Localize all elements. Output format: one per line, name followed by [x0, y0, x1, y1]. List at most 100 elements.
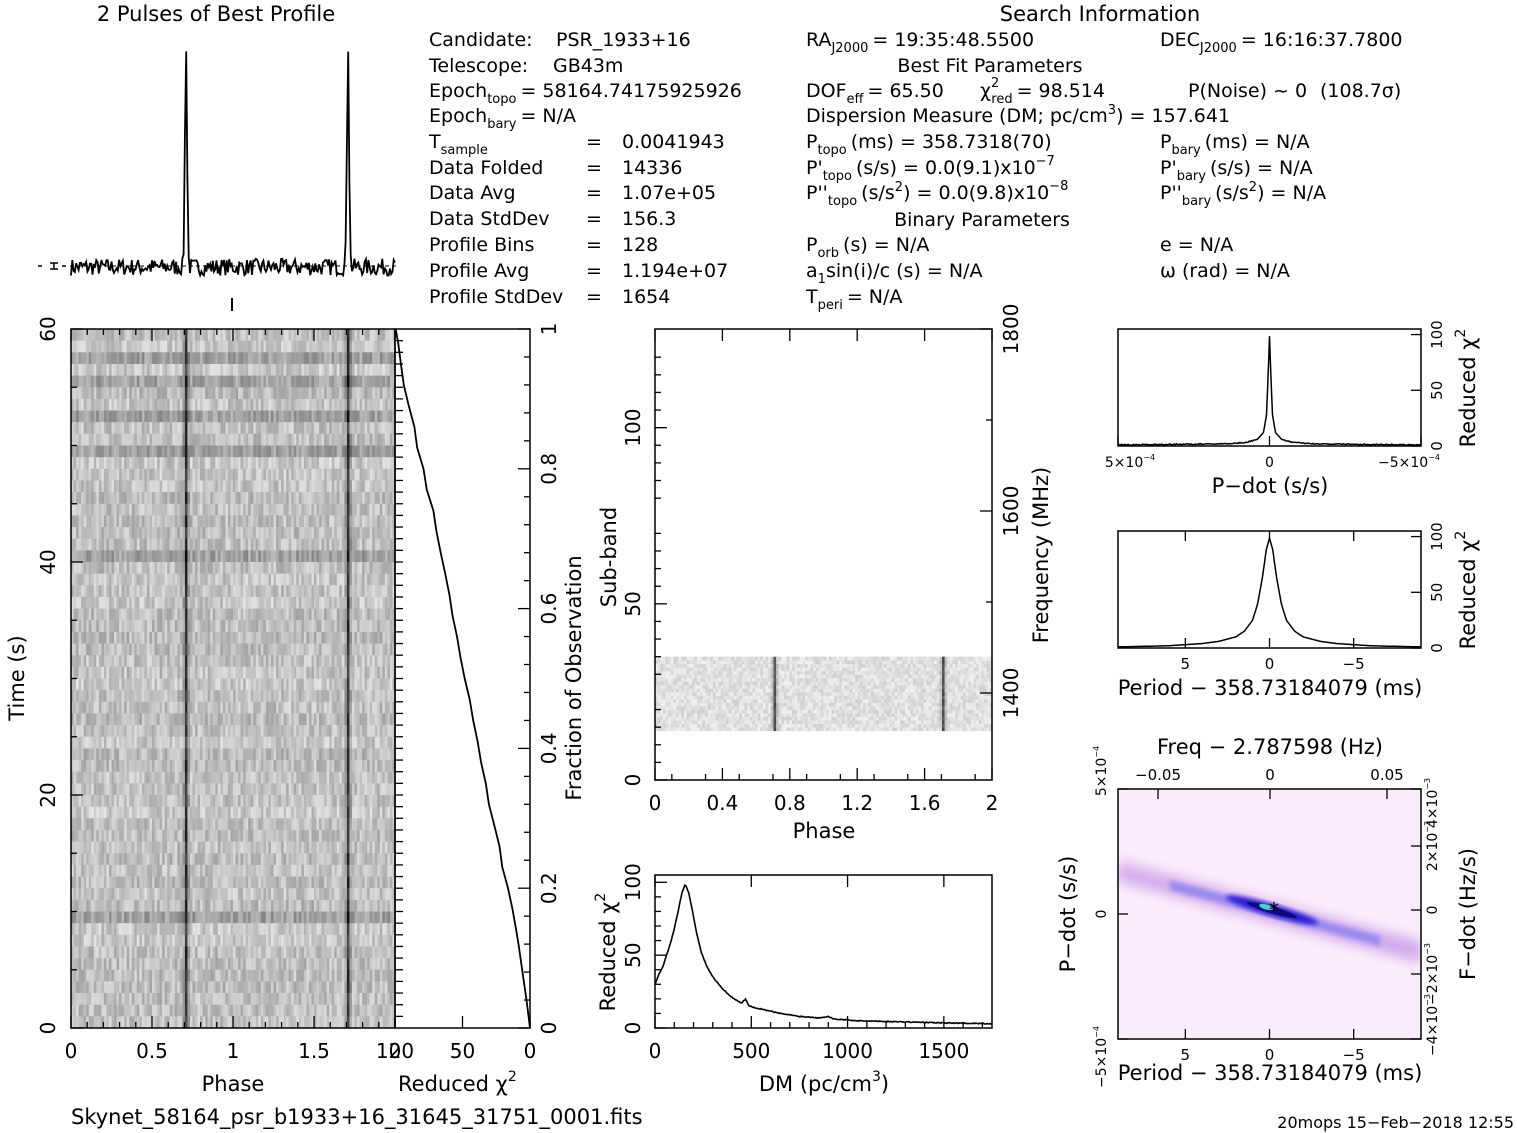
- time-phase-cell: [96, 748, 100, 761]
- time-phase-cell: [296, 375, 300, 388]
- time-phase-cell: [98, 701, 102, 714]
- time-phase-cell: [159, 410, 163, 423]
- time-phase-cell: [258, 329, 262, 342]
- time-phase-cell: [255, 340, 259, 353]
- time-phase-cell: [101, 375, 105, 388]
- time-phase-cell: [184, 725, 188, 738]
- time-phase-cell: [258, 562, 262, 575]
- time-phase-cell: [364, 352, 368, 365]
- time-phase-cell: [316, 538, 320, 551]
- time-phase-cell: [344, 503, 348, 516]
- time-phase-cell: [195, 340, 198, 353]
- time-phase-cell: [258, 748, 262, 761]
- time-phase-cell: [157, 713, 160, 726]
- time-phase-cell: [114, 375, 117, 388]
- time-phase-cell: [288, 410, 292, 423]
- time-phase-cell: [281, 433, 285, 446]
- time-phase-cell: [278, 492, 282, 505]
- time-phase-cell: [283, 643, 287, 656]
- time-phase-cell: [230, 515, 234, 528]
- time-phase-cell: [268, 713, 272, 726]
- time-phase-cell: [189, 503, 193, 516]
- time-phase-cell: [182, 387, 186, 400]
- time-phase-cell: [88, 387, 92, 400]
- time-phase-cell: [154, 457, 158, 470]
- time-phase-cell: [235, 550, 239, 563]
- time-phase-cell: [78, 713, 82, 726]
- time-phase-cell: [374, 655, 378, 668]
- time-phase-cell: [298, 643, 302, 656]
- time-phase-cell: [283, 468, 287, 481]
- time-phase-cell: [331, 445, 335, 458]
- time-phase-cell: [93, 503, 97, 516]
- time-phase-cell: [83, 725, 87, 738]
- time-phase-cell: [336, 503, 340, 516]
- time-phase-cell: [389, 515, 393, 528]
- time-phase-cell: [152, 608, 155, 621]
- time-phase-cell: [81, 387, 85, 400]
- time-phase-cell: [235, 480, 239, 493]
- time-phase-cell: [195, 329, 198, 342]
- time-phase-cell: [146, 713, 150, 726]
- time-phase-cell: [103, 492, 107, 505]
- time-phase-cell: [351, 352, 355, 365]
- time-phase-cell: [263, 573, 267, 586]
- time-phase-cell: [321, 445, 325, 458]
- time-phase-cell: [387, 492, 391, 505]
- time-phase-cell: [184, 527, 188, 540]
- time-phase-cell: [202, 690, 206, 703]
- time-phase-cell: [296, 340, 300, 353]
- time-phase-cell: [341, 515, 345, 528]
- time-phase-cell: [329, 573, 333, 586]
- time-phase-cell: [93, 643, 97, 656]
- time-phase-cell: [222, 666, 226, 679]
- time-phase-cell: [324, 445, 328, 458]
- time-phase-cell: [263, 538, 267, 551]
- time-phase-cell: [91, 713, 95, 726]
- time-phase-cell: [152, 585, 155, 598]
- time-phase-cell: [248, 527, 252, 540]
- a1sini-value: a1sin(i)/c (s) = N/A: [806, 260, 982, 287]
- time-phase-cell: [101, 596, 105, 609]
- time-phase-cell: [78, 387, 82, 400]
- time-phase-cell: [149, 608, 153, 621]
- time-phase-cell: [382, 655, 386, 668]
- time-phase-cell: [192, 503, 196, 516]
- time-phase-cell: [197, 422, 201, 435]
- time-phase-cell: [210, 748, 214, 761]
- time-phase-cell: [230, 666, 234, 679]
- time-phase-cell: [88, 690, 92, 703]
- time-phase-cell: [182, 457, 186, 470]
- time-phase-cell: [301, 608, 305, 621]
- time-phase-cell: [288, 666, 292, 679]
- time-phase-cell: [202, 503, 206, 516]
- time-phase-cell: [106, 713, 110, 726]
- time-phase-cell: [91, 771, 95, 784]
- time-phase-cell: [129, 387, 133, 400]
- time-phase-cell: [121, 329, 125, 342]
- time-phase-cell: [215, 387, 219, 400]
- time-phase-cell: [152, 596, 155, 609]
- time-phase-cell: [220, 620, 224, 633]
- time-phase-cell: [162, 515, 166, 528]
- time-phase-cell: [301, 375, 305, 388]
- time-phase-cell: [324, 690, 328, 703]
- time-phase-cell: [238, 655, 241, 668]
- time-phase-cell: [136, 538, 140, 551]
- time-phase-cell: [159, 596, 163, 609]
- time-phase-cell: [362, 701, 366, 714]
- time-phase-cell: [273, 736, 277, 749]
- time-phase-cell: [126, 410, 130, 423]
- time-phase-cell: [202, 550, 206, 563]
- time-phase-cell: [367, 387, 371, 400]
- time-phase-cell: [86, 538, 90, 551]
- time-phase-cell: [73, 422, 77, 435]
- time-phase-cell: [108, 329, 112, 342]
- time-phase-cell: [245, 620, 249, 633]
- time-phase-cell: [202, 701, 206, 714]
- time-phase-cell: [215, 422, 219, 435]
- time-phase-cell: [222, 678, 226, 691]
- time-phase-cell: [298, 352, 302, 365]
- time-phase-cell: [379, 515, 383, 528]
- time-phase-cell: [321, 329, 325, 342]
